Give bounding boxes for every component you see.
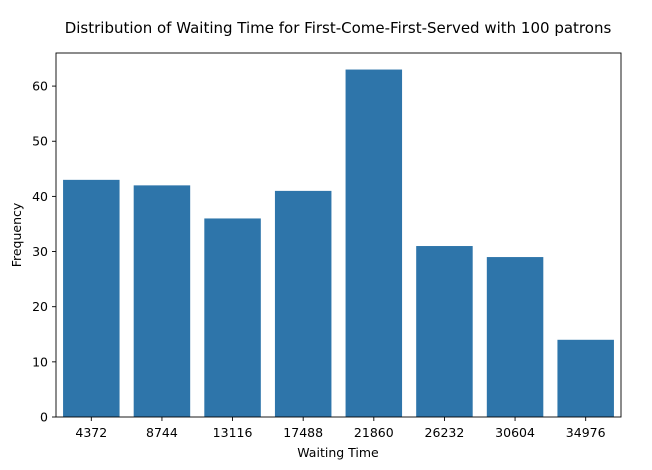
x-tick-label: 21860: [354, 425, 394, 440]
y-tick-label: 10: [32, 354, 48, 369]
plot-frame: [55, 52, 622, 418]
bar-26232: [416, 246, 473, 417]
y-tick-label: 30: [32, 244, 48, 259]
x-tick-label: 17488: [283, 425, 323, 440]
x-axis-label: Waiting Time: [297, 445, 379, 460]
bar-13116: [204, 218, 261, 417]
y-tick-label: 40: [32, 189, 48, 204]
x-tick-label: 26232: [425, 425, 465, 440]
y-tick-label: 0: [40, 410, 48, 425]
x-tick-label: 13116: [213, 425, 253, 440]
bar-17488: [274, 190, 332, 417]
x-axis-ticks: 4372 8744 13116 17488 21860 26232 30604 34976: [75, 417, 606, 440]
chart-title: Distribution of Waiting Time for First-C…: [65, 19, 612, 37]
x-tick-label: 30604: [495, 425, 535, 440]
bar-34976: [557, 339, 614, 417]
y-tick-label: 60: [32, 79, 48, 94]
bar-8744: [133, 185, 191, 417]
bar-21860: [345, 69, 403, 417]
y-tick-label: 50: [32, 134, 48, 149]
bar-4372: [63, 179, 120, 417]
x-tick-label: 34976: [566, 425, 606, 440]
x-tick-label: 8744: [146, 425, 178, 440]
x-tick-label: 4372: [75, 425, 107, 440]
y-axis-label: Frequency: [9, 202, 24, 267]
y-tick-label: 20: [32, 299, 48, 314]
bar-30604: [486, 257, 544, 417]
y-axis-ticks: 0 10 20 30 40 50 60: [32, 79, 56, 425]
bars-group: [63, 69, 614, 417]
